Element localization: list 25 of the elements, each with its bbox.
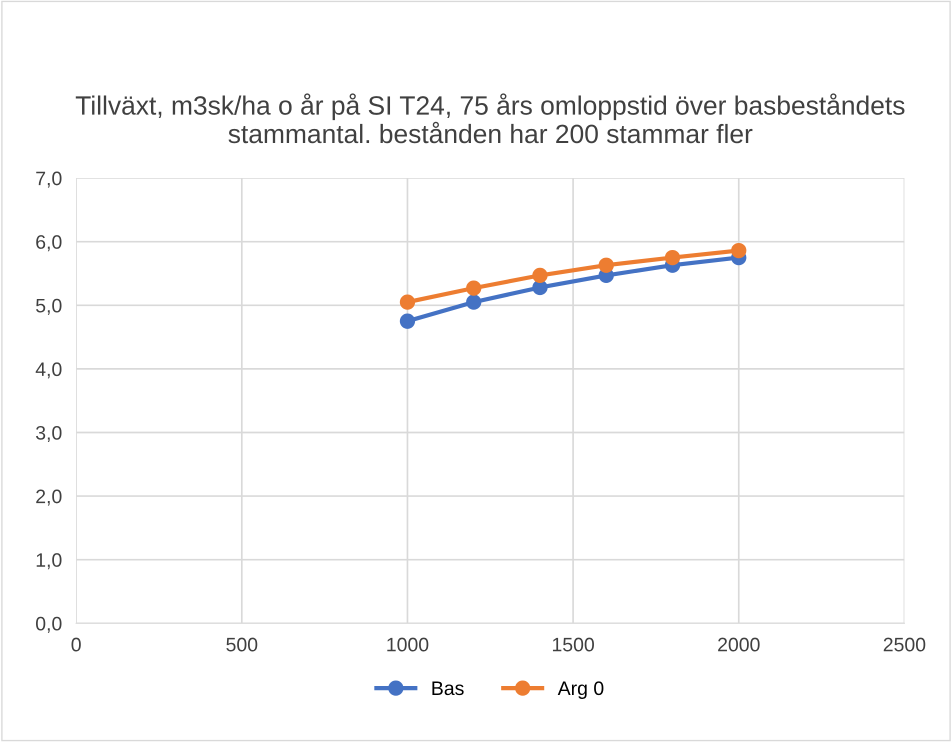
legend-label: Bas bbox=[432, 682, 464, 696]
x-tick-label: 2000 bbox=[718, 638, 760, 652]
x-tick-label: 1000 bbox=[387, 638, 428, 652]
point bbox=[598, 258, 614, 273]
point bbox=[466, 280, 482, 296]
point bbox=[664, 250, 680, 266]
y-tick-label: 7,0 bbox=[36, 172, 62, 188]
y-tick-label: 6,0 bbox=[36, 235, 62, 252]
point bbox=[532, 268, 548, 284]
point bbox=[400, 294, 416, 310]
y-tick-label: 2,0 bbox=[36, 490, 62, 506]
y-tick-label: 5,0 bbox=[36, 298, 62, 315]
legend-label: Arg 0 bbox=[558, 681, 604, 699]
point bbox=[731, 242, 746, 258]
y-tick-label: 3,0 bbox=[36, 426, 62, 442]
point bbox=[400, 314, 416, 329]
x-tick-label: 500 bbox=[226, 638, 258, 652]
y-tick-label: 0,0 bbox=[36, 616, 62, 633]
x-tick-label: 2500 bbox=[884, 638, 926, 652]
x-tick-label: 0 bbox=[72, 638, 81, 652]
x-tick-label: 1500 bbox=[552, 638, 594, 652]
y-tick-label: 4,0 bbox=[36, 362, 62, 378]
point bbox=[466, 294, 482, 310]
chart-title: Tillväxt, m3sk/ha o år på SI T24, 75 års omloppstid över basbeståndets stammantal. bestånden har 200 stammar fler bbox=[76, 93, 904, 144]
y-tick-label: 1,0 bbox=[36, 553, 62, 570]
